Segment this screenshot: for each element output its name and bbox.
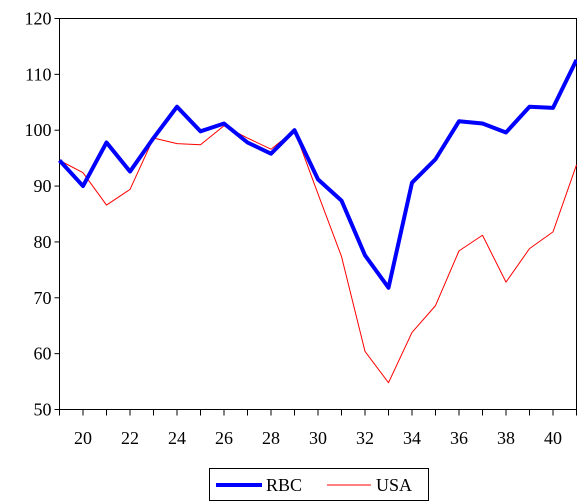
x-tick-label: 34 <box>403 428 421 448</box>
y-tick-label: 120 <box>25 9 52 29</box>
x-tick-label: 20 <box>74 428 92 448</box>
y-tick-label: 70 <box>34 288 52 308</box>
x-tick-label: 40 <box>544 428 562 448</box>
y-axis: 50 60 70 80 90 100 110 120 <box>25 9 60 420</box>
x-tick-label: 38 <box>497 428 515 448</box>
y-tick-label: 80 <box>34 232 52 252</box>
x-tick-label: 22 <box>121 428 139 448</box>
series-line-rbc <box>58 58 577 290</box>
x-axis: 20 22 24 26 28 30 32 34 36 38 40 <box>59 409 577 448</box>
y-tick-label: 90 <box>34 176 52 196</box>
x-tick-label: 32 <box>356 428 374 448</box>
x-tick-label: 26 <box>215 428 233 448</box>
x-tick-label: 30 <box>309 428 327 448</box>
x-tick-label: 28 <box>262 428 280 448</box>
legend: RBC USA <box>209 468 429 501</box>
y-tick-label: 110 <box>25 64 51 84</box>
legend-label-rbc: RBC <box>266 475 302 495</box>
y-tick-label: 50 <box>34 400 52 420</box>
y-tick-label: 60 <box>34 344 52 364</box>
legend-label-usa: USA <box>376 475 412 495</box>
x-tick-label: 36 <box>450 428 468 448</box>
series-lines <box>58 58 577 384</box>
x-tick-label: 24 <box>168 428 186 448</box>
y-tick-label: 100 <box>25 120 52 140</box>
series-line-usa <box>59 125 577 384</box>
plot-frame <box>59 18 577 410</box>
